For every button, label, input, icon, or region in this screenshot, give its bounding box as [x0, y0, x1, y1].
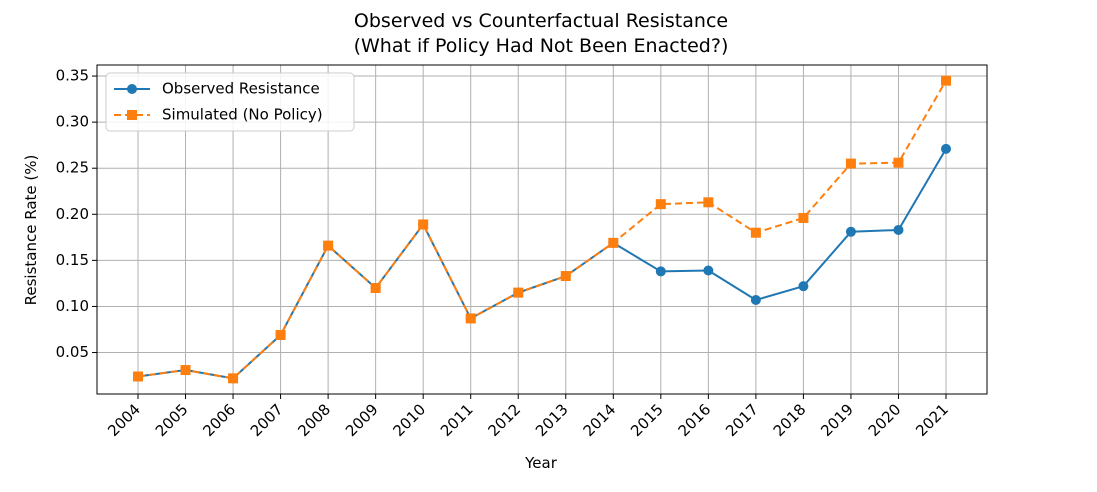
y-tick-label: 0.35: [56, 67, 89, 85]
x-tick-label: 2012: [485, 400, 525, 440]
data-point-simulated: [418, 219, 429, 230]
x-tick-label: 2010: [389, 400, 429, 440]
x-tick-label: 2005: [152, 400, 192, 440]
x-tick-label: 2019: [817, 400, 857, 440]
x-tick-label: 2011: [437, 400, 477, 440]
data-point-simulated: [608, 237, 619, 248]
data-point-simulated: [370, 283, 381, 294]
data-point-simulated: [180, 365, 191, 376]
data-point-simulated: [560, 271, 571, 282]
y-tick-label: 0.20: [56, 205, 89, 223]
data-point-observed: [655, 266, 666, 277]
data-point-simulated: [133, 371, 143, 382]
x-tick-label: 2006: [199, 400, 239, 440]
x-tick-label: 2014: [580, 400, 620, 440]
data-point-simulated: [703, 197, 714, 208]
legend-label-0: Observed Resistance: [162, 80, 320, 98]
y-tick-label: 0.15: [56, 251, 89, 269]
data-point-observed: [941, 143, 951, 154]
data-point-simulated: [323, 240, 334, 251]
legend-marker-0: [127, 84, 137, 94]
data-point-observed: [750, 295, 761, 305]
plot-frame: [96, 64, 988, 395]
x-tick-label: 2013: [532, 400, 572, 440]
y-tick-label: 0.10: [56, 297, 89, 315]
y-tick-label: 0.25: [56, 159, 89, 177]
chart-title-line2: (What if Policy Had Not Been Enacted?): [354, 35, 729, 57]
data-point-observed: [893, 224, 904, 235]
x-tick-label: 2007: [247, 400, 287, 440]
x-axis-label: Year: [524, 454, 558, 472]
legend-marker-1: [127, 110, 137, 120]
series-layer: [133, 75, 951, 384]
x-tick-label: 2008: [294, 400, 334, 440]
data-point-simulated: [275, 330, 286, 341]
x-tick-label: 2021: [912, 400, 952, 440]
data-point-observed: [798, 281, 809, 292]
series-line-0: [137, 148, 947, 380]
x-tick-label: 2020: [865, 400, 905, 440]
x-tick-label: 2016: [675, 400, 715, 440]
legend-box: [105, 72, 355, 132]
data-point-simulated: [893, 157, 904, 168]
data-point-simulated: [228, 373, 239, 384]
y-tick-label: 0.05: [56, 343, 89, 361]
x-tick-label: 2004: [104, 400, 144, 440]
legend-label-1: Simulated (No Policy): [162, 106, 323, 124]
x-tick-label: 2015: [627, 400, 667, 440]
data-point-simulated: [655, 199, 666, 210]
data-point-observed: [703, 265, 714, 276]
data-point-simulated: [845, 158, 856, 169]
x-tick-label: 2017: [722, 400, 762, 440]
x-tick-label: 2009: [342, 400, 382, 440]
x-tick-label: 2018: [770, 400, 810, 440]
chart-title-line1: Observed vs Counterfactual Resistance: [354, 10, 728, 32]
legend: Observed Resistance Simulated (No Policy): [105, 72, 355, 132]
y-tick-label: 0.30: [56, 113, 89, 131]
data-point-simulated: [750, 227, 761, 238]
series-line-1: [137, 80, 947, 380]
data-point-simulated: [513, 287, 524, 298]
data-point-simulated: [941, 75, 951, 86]
data-point-observed: [845, 226, 856, 237]
data-point-simulated: [465, 313, 476, 324]
data-point-simulated: [798, 212, 809, 223]
y-axis-label: Resistance Rate (%): [22, 155, 40, 306]
